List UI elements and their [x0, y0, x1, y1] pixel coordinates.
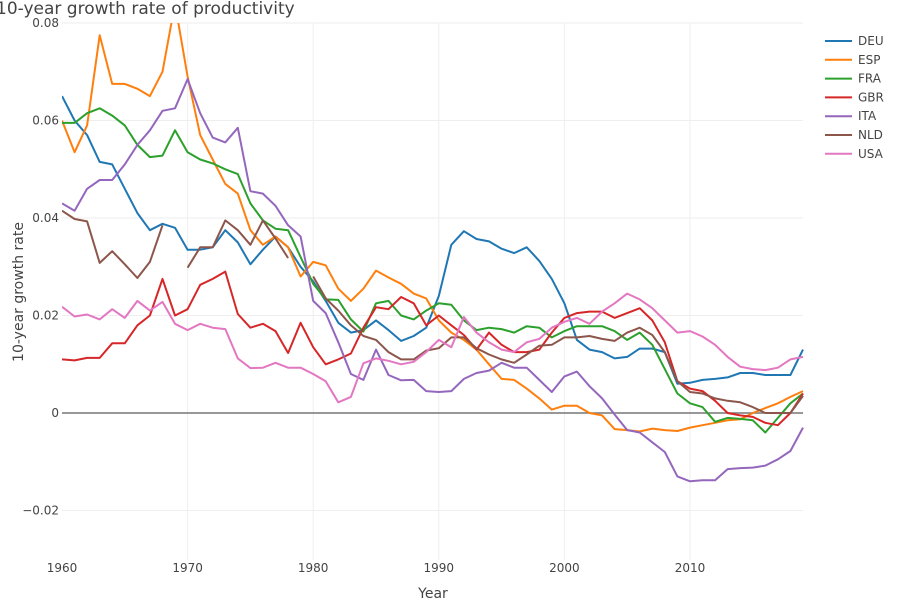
legend-label[interactable]: DEU	[858, 34, 884, 48]
legend-label[interactable]: ESP	[858, 53, 880, 67]
grid	[62, 22, 803, 560]
x-axis-title: Year	[417, 586, 448, 600]
x-tick-label: 2000	[549, 561, 580, 575]
x-tick-label: 2010	[675, 561, 706, 575]
legend-label[interactable]: NLD	[858, 128, 883, 142]
legend-label[interactable]: GBR	[858, 90, 884, 104]
legend: DEU ESP FRA GBR ITA NLD USA	[825, 34, 884, 161]
series-line-usa	[62, 292, 804, 404]
x-axis: 1960 1970 1980 1990 2000 2010	[47, 561, 706, 575]
legend-label[interactable]: FRA	[858, 72, 882, 86]
x-tick-label: 1990	[424, 561, 455, 575]
x-tick-label: 1980	[298, 561, 329, 575]
y-axis-title: 10-year growth rate	[11, 222, 27, 362]
series-line-nld	[62, 209, 804, 414]
chart-title: 10-year growth rate of productivity	[0, 0, 295, 19]
series-lines	[62, 23, 804, 483]
legend-label[interactable]: ITA	[858, 109, 877, 123]
y-tick-label: 0	[51, 406, 59, 420]
series-line-ita	[62, 78, 804, 483]
y-tick-label: 0.02	[32, 309, 59, 323]
x-tick-label: 1970	[172, 561, 203, 575]
x-tick-label: 1960	[47, 561, 78, 575]
series-line-esp	[62, 23, 804, 433]
series-line-fra	[62, 107, 804, 434]
y-tick-label: 0.04	[32, 211, 59, 225]
series-line-deu	[62, 95, 804, 385]
y-axis: −0.02 0 0.02 0.04 0.06 0.08	[22, 16, 59, 518]
y-tick-label: −0.02	[22, 504, 59, 518]
legend-label[interactable]: USA	[858, 147, 884, 161]
y-tick-label: 0.08	[32, 16, 59, 30]
y-tick-label: 0.06	[32, 114, 59, 128]
